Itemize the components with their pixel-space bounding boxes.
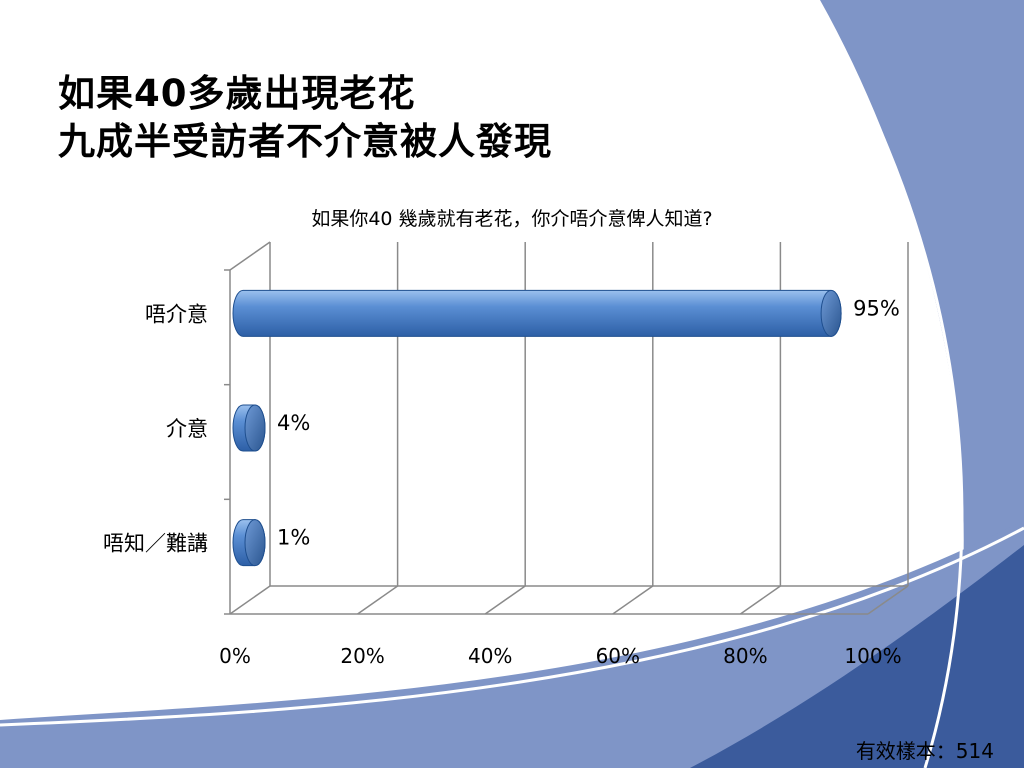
category-label: 唔介意 [145, 302, 208, 326]
chart-title: 如果你40 幾歲就有老花，你介唔介意俾人知道? [311, 208, 713, 230]
bar-end-cap [244, 404, 266, 452]
background-swoosh-white-edge-right [810, 0, 964, 768]
floor-gridline [229, 585, 271, 615]
slide-title-line-2: 九成半受訪者不介意被人發現 [58, 120, 552, 163]
floor-gridline [484, 585, 526, 615]
bar-2 [232, 404, 266, 452]
slide-title-line-1: 如果40多歲出現老花 [58, 72, 416, 115]
category-label: 唔知／難講 [103, 532, 208, 556]
x-tick-label: 100% [844, 644, 901, 668]
chart-labels: 0% 20% 40% 60% 80% 100% 唔介意 95% 介意 4% 唔知／難講 1% [103, 296, 902, 668]
floor-gridline [739, 585, 781, 615]
bar-end-cap [820, 289, 842, 337]
sample-size-label: 有效樣本：514 [855, 739, 994, 763]
data-label: 1% [277, 526, 310, 550]
y-axis-top-edge [229, 241, 271, 271]
floor-gridline [867, 585, 909, 615]
floor-gridline [612, 585, 654, 615]
x-tick-label: 0% [219, 644, 251, 668]
bar-end-cap [244, 519, 266, 567]
background-swoosh-light-bottom [0, 520, 1024, 768]
x-tick-label: 20% [340, 644, 384, 668]
chart-bars [232, 289, 842, 567]
x-tick-label: 80% [723, 644, 767, 668]
data-label: 95% [853, 296, 900, 320]
category-label: 介意 [166, 417, 208, 441]
floor-gridline [357, 585, 399, 615]
bar-1 [232, 289, 842, 337]
data-label: 4% [277, 411, 310, 435]
bar-3 [232, 519, 266, 567]
background-swoosh-white-edge [0, 526, 1024, 727]
x-tick-label: 60% [596, 644, 640, 668]
slide-title: 如果40多歲出現老花 九成半受訪者不介意被人發現 [58, 70, 552, 166]
bar-body [232, 289, 842, 337]
x-tick-label: 40% [468, 644, 512, 668]
